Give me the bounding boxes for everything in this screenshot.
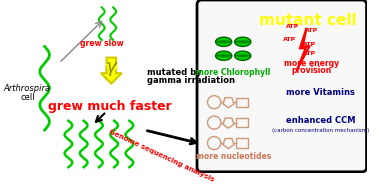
Text: cell: cell: [20, 93, 35, 102]
Polygon shape: [101, 58, 122, 84]
Ellipse shape: [215, 51, 232, 60]
Ellipse shape: [235, 37, 251, 46]
Ellipse shape: [235, 54, 251, 57]
FancyBboxPatch shape: [197, 0, 367, 172]
Text: $\gamma$: $\gamma$: [105, 60, 118, 78]
Text: Arthrospira: Arthrospira: [4, 84, 51, 93]
Ellipse shape: [215, 37, 232, 46]
Ellipse shape: [215, 40, 232, 43]
Ellipse shape: [235, 51, 251, 60]
Text: ATP: ATP: [303, 42, 316, 47]
Text: γ: γ: [105, 60, 118, 78]
Bar: [236, 138, 248, 148]
Bar: [236, 118, 248, 127]
Text: enhanced CCM: enhanced CCM: [286, 116, 356, 125]
Text: more Chlorophyll: more Chlorophyll: [196, 68, 270, 77]
Text: (carbon concentration mechanism): (carbon concentration mechanism): [272, 128, 369, 133]
Text: Genome sequencing analysis: Genome sequencing analysis: [108, 129, 215, 183]
Text: more Vitamins: more Vitamins: [287, 88, 355, 97]
Text: gamma irradiation: gamma irradiation: [147, 76, 234, 85]
Text: grew slow: grew slow: [80, 39, 124, 48]
Text: mutated by: mutated by: [147, 68, 201, 77]
Bar: [236, 97, 248, 107]
Text: provision: provision: [291, 66, 332, 75]
Text: ATP: ATP: [283, 36, 296, 41]
Text: ATP: ATP: [305, 28, 318, 33]
Text: more nucleotides: more nucleotides: [195, 152, 271, 161]
Text: grew much faster: grew much faster: [48, 100, 171, 113]
Ellipse shape: [235, 40, 251, 43]
Ellipse shape: [215, 54, 232, 57]
Text: mutant cell: mutant cell: [259, 13, 357, 28]
Text: more energy: more energy: [284, 59, 339, 68]
Text: ATP: ATP: [286, 23, 299, 28]
Text: ATP: ATP: [303, 51, 316, 56]
